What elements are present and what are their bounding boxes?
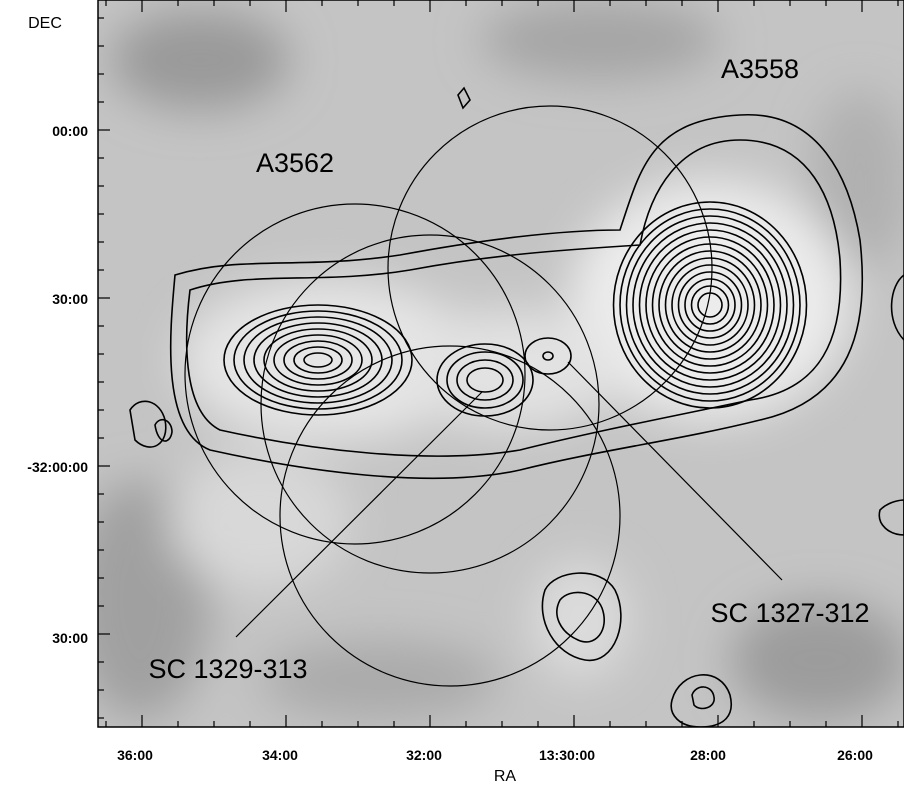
x-tick-label: 32:00 — [406, 747, 442, 763]
annotation: SC 1327-312 — [710, 598, 869, 628]
x-tick-label: 34:00 — [262, 747, 298, 763]
y-tick-label: -32:00:00 — [27, 459, 88, 475]
x-tick-label: 28:00 — [690, 747, 726, 763]
x-axis-label: RA — [494, 768, 517, 785]
y-tick-label: 00:00 — [52, 123, 88, 139]
x-tick-label: 13:30:00 — [539, 747, 595, 763]
figure: 36:00 34:00 32:00 13:30:00 28:00 26:00 0… — [0, 0, 904, 785]
y-axis-label: DEC — [28, 15, 62, 32]
annotation: A3558 — [721, 54, 799, 84]
y-tick-label: 30:00 — [52, 291, 88, 307]
x-tick-label: 26:00 — [837, 747, 873, 763]
x-tick-labels: 36:00 34:00 32:00 13:30:00 28:00 26:00 — [117, 747, 873, 763]
annotation: A3562 — [256, 148, 334, 178]
y-tick-labels: 00:00 30:00 -32:00:00 30:00 — [27, 123, 88, 646]
annotation: SC 1329-313 — [148, 654, 307, 684]
y-tick-label: 30:00 — [52, 630, 88, 646]
x-tick-label: 36:00 — [117, 747, 153, 763]
